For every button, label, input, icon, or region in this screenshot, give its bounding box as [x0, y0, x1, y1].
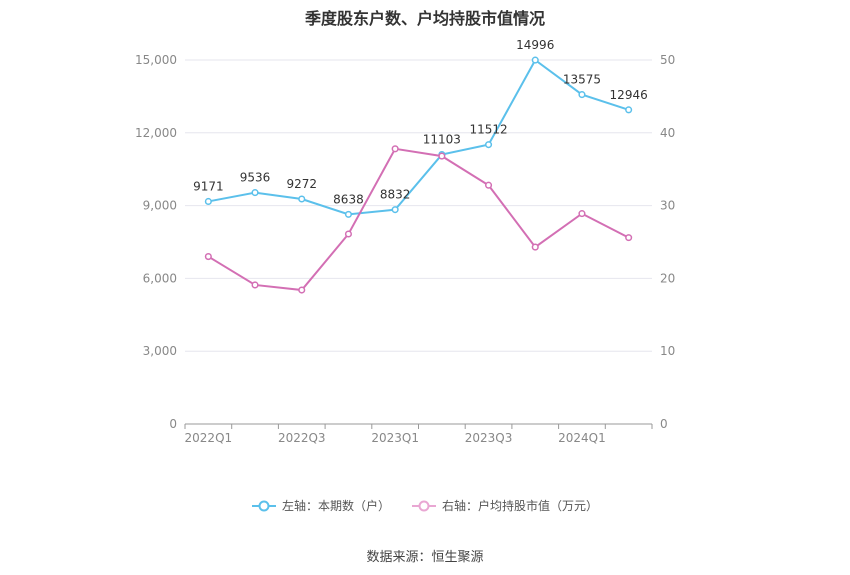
- data-label: 9536: [240, 171, 271, 185]
- data-point-right[interactable]: [438, 152, 446, 160]
- data-point-right[interactable]: [531, 243, 539, 251]
- legend-left-series-marker-icon: [251, 500, 276, 511]
- data-point-right[interactable]: [391, 145, 399, 153]
- right-axis-tick-label: 50: [660, 53, 675, 67]
- grid-layer: [185, 59, 652, 352]
- data-label: 13575: [563, 73, 601, 87]
- x-axis-tick-label: 2024Q1: [558, 431, 606, 445]
- legend-right-series-marker-icon: [412, 500, 436, 511]
- data-point-right[interactable]: [298, 286, 306, 294]
- data-point-left[interactable]: [204, 197, 212, 206]
- right-axis-tick-label: 30: [660, 199, 675, 213]
- legend: 左轴：本期数（户） 右轴：户均持股市值（万元）: [0, 497, 850, 514]
- data-point-right[interactable]: [251, 281, 259, 289]
- data-label: 14996: [516, 38, 554, 52]
- right-axis-tick-label: 40: [660, 126, 675, 140]
- data-label: 11512: [469, 123, 507, 137]
- left-axis-tick-label: 6,000: [143, 271, 177, 285]
- left-axis-tick-label: 0: [169, 417, 177, 431]
- axis-layer: 0 3,000 6,000 9,000 12,000 15,000 0 10 20 30 40 50 2…: [135, 53, 675, 445]
- data-point-right[interactable]: [578, 210, 586, 218]
- data-label: 12946: [610, 88, 648, 102]
- x-axis-tick-label: 2022Q1: [185, 431, 233, 445]
- data-point-right[interactable]: [204, 253, 212, 261]
- data-point-left[interactable]: [391, 206, 399, 214]
- series-line-right: [207, 147, 630, 292]
- source-note: 数据来源：恒生聚源: [366, 550, 484, 565]
- data-point-left[interactable]: [298, 195, 306, 203]
- left-axis-tick-label: 12,000: [135, 126, 177, 140]
- right-axis-tick-label: 10: [660, 344, 675, 358]
- data-label: 9272: [286, 177, 317, 191]
- data-label: 9171: [193, 179, 224, 193]
- left-axis-tick-label: 3,000: [143, 344, 177, 358]
- series-layer: [204, 56, 633, 294]
- x-axis-tick-label: 2023Q3: [465, 431, 513, 445]
- legend-item-right-series[interactable]: 右轴：户均持股市值（万元）: [412, 497, 598, 514]
- data-point-left[interactable]: [531, 56, 539, 64]
- right-axis-tick-label: 20: [660, 271, 675, 285]
- chart-title: 季度股东户数、户均持股市值情况: [304, 9, 545, 28]
- data-label: 8832: [380, 188, 411, 202]
- x-axis-tick-label: 2022Q3: [278, 431, 326, 445]
- data-point-right[interactable]: [344, 230, 353, 238]
- left-axis-tick-label: 15,000: [135, 53, 177, 67]
- legend-right-series-label: 右轴：户均持股市值（万元）: [442, 499, 599, 513]
- right-axis-tick-label: 0: [660, 417, 668, 431]
- data-point-left[interactable]: [344, 210, 353, 218]
- legend-item-left-series[interactable]: 左轴：本期数（户）: [251, 497, 390, 514]
- data-point-left[interactable]: [578, 91, 586, 99]
- data-point-left[interactable]: [485, 141, 493, 149]
- data-label: 11103: [423, 133, 461, 147]
- data-point-right[interactable]: [625, 234, 633, 242]
- label-layer: 9171 9536 9272 8638 8832 11103 11512 14996 13575…: [193, 38, 648, 206]
- data-label: 8638: [333, 192, 364, 206]
- data-point-left[interactable]: [251, 189, 259, 197]
- legend-left-series-label: 左轴：本期数（户）: [281, 499, 390, 513]
- data-point-left[interactable]: [625, 106, 633, 114]
- series-line-left: [208, 58, 629, 216]
- left-axis-tick-label: 9,000: [143, 199, 177, 213]
- x-axis-tick-label: 2023Q1: [371, 431, 419, 445]
- data-point-right[interactable]: [485, 181, 493, 189]
